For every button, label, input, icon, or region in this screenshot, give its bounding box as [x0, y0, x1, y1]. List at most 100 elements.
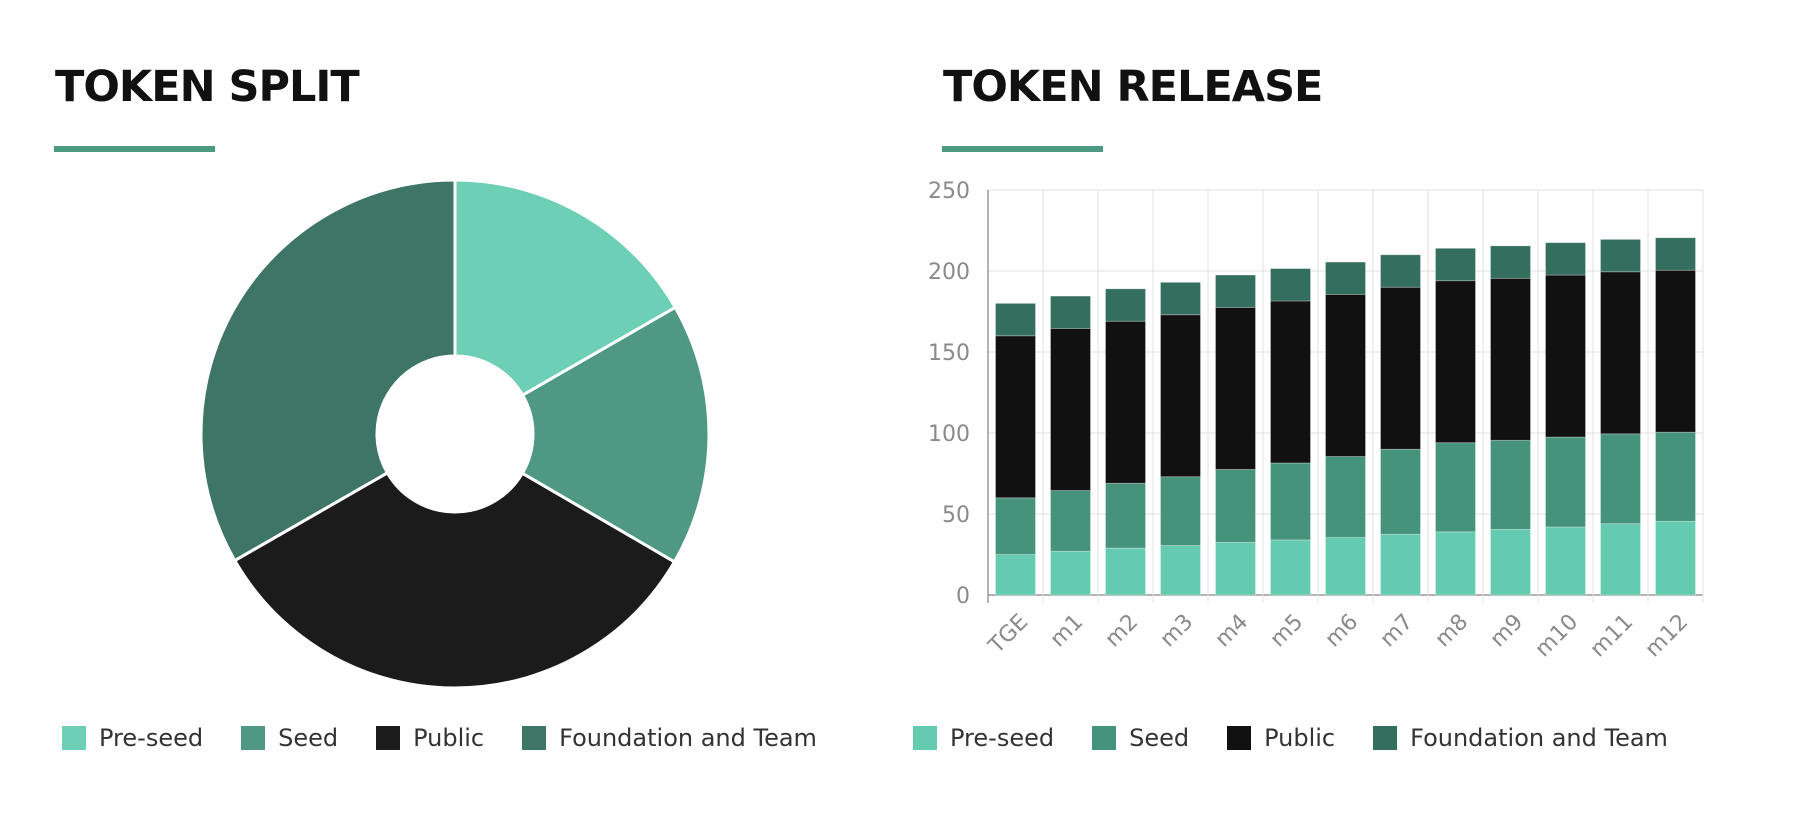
- bar-seed-m4[interactable]: [1215, 469, 1256, 543]
- donut-slice-foundation-and-team[interactable]: [199, 178, 457, 563]
- bar-pre-seed-m7[interactable]: [1380, 533, 1421, 596]
- y-tick-label: 150: [928, 341, 970, 366]
- legend-item-pre-seed[interactable]: Pre-seed: [913, 724, 1054, 752]
- bar-pre-seed-m6[interactable]: [1325, 537, 1366, 596]
- donut-slice-pre-seed[interactable]: [453, 178, 678, 398]
- bar-seed-m2[interactable]: [1105, 482, 1146, 549]
- bar-public-tge[interactable]: [995, 335, 1036, 499]
- bar-public-m8[interactable]: [1435, 280, 1476, 444]
- legend-item-pre-seed[interactable]: Pre-seed: [62, 724, 203, 752]
- bar-pre-seed-m12[interactable]: [1655, 520, 1696, 596]
- bar-foundation-and-team-m5[interactable]: [1270, 268, 1311, 302]
- legend-swatch-seed: [241, 726, 266, 750]
- donut-slice-public[interactable]: [232, 470, 677, 690]
- x-tick-label: m10: [1531, 610, 1584, 663]
- bar-seed-m1[interactable]: [1050, 490, 1091, 552]
- bar-pre-seed-m1[interactable]: [1050, 550, 1091, 596]
- x-tick-label: m9: [1486, 610, 1529, 653]
- legend-swatch-foundation: [522, 726, 547, 750]
- bar-seed-m9[interactable]: [1490, 439, 1531, 530]
- bar-seed-m11[interactable]: [1600, 433, 1641, 525]
- token-split-donut-chart: [199, 178, 711, 690]
- legend-label-pre-seed: Pre-seed: [950, 724, 1055, 752]
- legend-item-seed[interactable]: Seed: [241, 724, 338, 752]
- bar-seed-m3[interactable]: [1160, 476, 1201, 546]
- bar-public-m7[interactable]: [1380, 286, 1421, 450]
- legend-label-foundation: Foundation and Team: [1410, 724, 1668, 752]
- token-release-title-underline: [942, 146, 1103, 152]
- x-tick-label: m7: [1376, 610, 1419, 653]
- bar-foundation-and-team-m11[interactable]: [1600, 239, 1641, 273]
- bar-pre-seed-m10[interactable]: [1545, 526, 1586, 596]
- token-split-title: TOKEN SPLIT: [55, 62, 360, 112]
- bar-foundation-and-team-m9[interactable]: [1490, 245, 1531, 279]
- bar-foundation-and-team-m10[interactable]: [1545, 242, 1586, 276]
- x-tick-label: m12: [1641, 610, 1694, 663]
- donut-slice-seed[interactable]: [520, 305, 711, 564]
- bar-public-m2[interactable]: [1105, 320, 1146, 484]
- legend-label-seed: Seed: [1129, 724, 1190, 752]
- y-tick-label: 250: [928, 179, 970, 204]
- bar-seed-m12[interactable]: [1655, 431, 1696, 522]
- bar-seed-m8[interactable]: [1435, 442, 1476, 533]
- bar-public-m3[interactable]: [1160, 314, 1201, 478]
- bar-foundation-and-team-m7[interactable]: [1380, 254, 1421, 288]
- bar-pre-seed-m11[interactable]: [1600, 523, 1641, 596]
- bar-foundation-and-team-m2[interactable]: [1105, 288, 1146, 322]
- bar-public-m6[interactable]: [1325, 294, 1366, 457]
- token-split-legend: Pre-seed Seed Public Foundation and Team: [62, 724, 855, 752]
- x-tick-label: m3: [1156, 610, 1199, 653]
- legend-item-foundation[interactable]: Foundation and Team: [522, 724, 817, 752]
- legend-item-public[interactable]: Public: [376, 724, 484, 752]
- bar-foundation-and-team-m8[interactable]: [1435, 247, 1476, 282]
- legend-swatch-public: [1227, 726, 1252, 750]
- bar-seed-m10[interactable]: [1545, 436, 1586, 528]
- y-tick-label: 50: [942, 503, 970, 528]
- bar-seed-m6[interactable]: [1325, 456, 1366, 538]
- legend-label-public: Public: [1264, 724, 1336, 752]
- bar-foundation-and-team-m1[interactable]: [1050, 295, 1091, 329]
- legend-label-pre-seed: Pre-seed: [99, 724, 204, 752]
- x-tick-label: TGE: [983, 610, 1033, 660]
- bar-foundation-and-team-m6[interactable]: [1325, 261, 1366, 295]
- bar-public-m11[interactable]: [1600, 271, 1641, 435]
- bar-seed-m5[interactable]: [1270, 462, 1311, 541]
- x-tick-label: m2: [1101, 610, 1144, 653]
- token-release-title: TOKEN RELEASE: [943, 62, 1323, 112]
- bar-pre-seed-m3[interactable]: [1160, 545, 1201, 596]
- legend-label-foundation: Foundation and Team: [559, 724, 817, 752]
- legend-label-public: Public: [413, 724, 485, 752]
- legend-swatch-pre-seed: [913, 726, 937, 750]
- bar-public-m1[interactable]: [1050, 328, 1091, 491]
- bar-public-m5[interactable]: [1270, 300, 1311, 464]
- bar-seed-m7[interactable]: [1380, 448, 1421, 535]
- legend-item-seed[interactable]: Seed: [1092, 724, 1189, 752]
- bar-foundation-and-team-tge[interactable]: [995, 302, 1036, 337]
- y-tick-label: 0: [956, 584, 970, 609]
- legend-item-public[interactable]: Public: [1227, 724, 1335, 752]
- bar-pre-seed-m9[interactable]: [1490, 528, 1531, 596]
- token-release-legend: Pre-seed Seed Public Foundation and Team: [913, 724, 1706, 752]
- y-tick-label: 200: [928, 260, 970, 285]
- legend-swatch-public: [376, 726, 401, 750]
- bar-pre-seed-m8[interactable]: [1435, 531, 1476, 596]
- bar-foundation-and-team-m12[interactable]: [1655, 237, 1696, 271]
- bar-public-m9[interactable]: [1490, 277, 1531, 441]
- bar-foundation-and-team-m3[interactable]: [1160, 281, 1201, 316]
- bar-seed-tge[interactable]: [995, 497, 1036, 555]
- x-tick-label: m5: [1266, 610, 1309, 653]
- bar-foundation-and-team-m4[interactable]: [1215, 274, 1256, 308]
- bar-public-m4[interactable]: [1215, 307, 1256, 470]
- x-tick-label: m8: [1431, 610, 1474, 653]
- bar-public-m10[interactable]: [1545, 274, 1586, 438]
- bar-pre-seed-tge[interactable]: [995, 554, 1036, 596]
- bar-pre-seed-m2[interactable]: [1105, 547, 1146, 596]
- bar-public-m12[interactable]: [1655, 269, 1696, 433]
- legend-item-foundation[interactable]: Foundation and Team: [1373, 724, 1668, 752]
- token-release-panel: TOKEN RELEASE 0 50 100 150 200 250 TGE m1 m2 m3 m4…: [898, 0, 1796, 820]
- bar-pre-seed-m4[interactable]: [1215, 541, 1256, 596]
- x-tick-label: m6: [1321, 610, 1364, 653]
- x-tick-label: m4: [1211, 610, 1254, 653]
- bar-pre-seed-m5[interactable]: [1270, 539, 1311, 596]
